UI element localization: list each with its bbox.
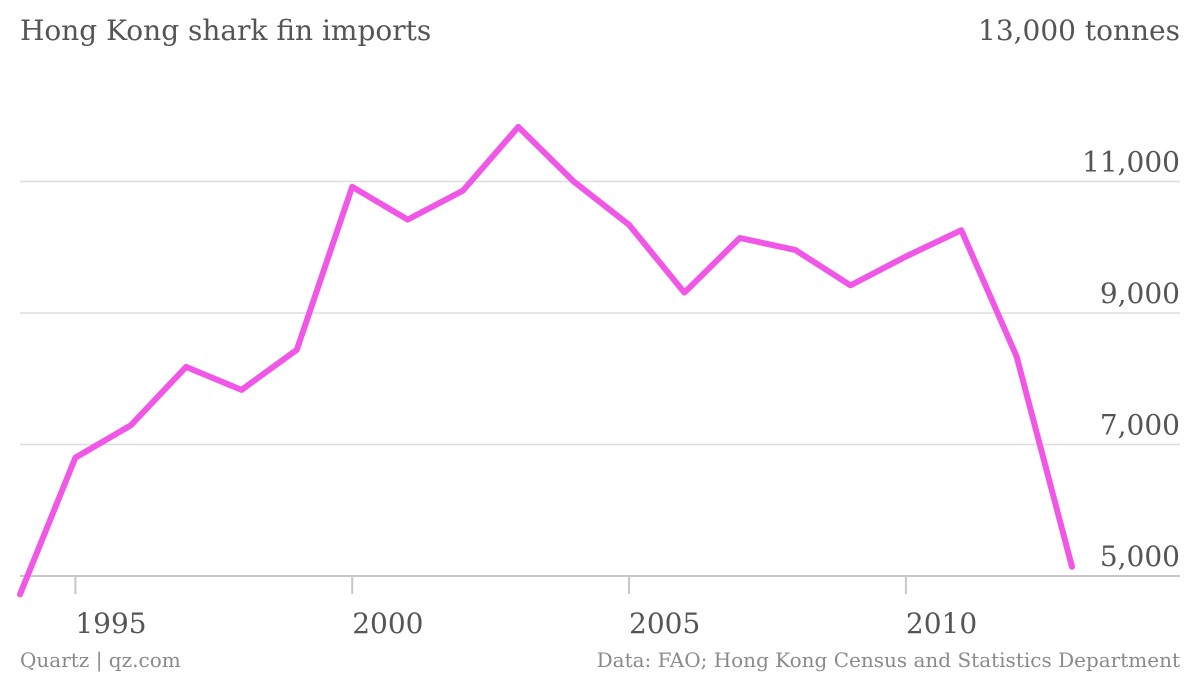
y-tick-label: 9,000 (1100, 277, 1180, 310)
x-tick-label: 2005 (629, 607, 700, 640)
gridlines (20, 180, 1180, 446)
x-tick-label: 2010 (906, 607, 977, 640)
top-axis-label: 13,000 tonnes (978, 14, 1180, 47)
series-line (17, 123, 1075, 598)
y-tick-label: 5,000 (1100, 540, 1180, 573)
chart-title: Hong Kong shark fin imports (20, 14, 431, 47)
y-tick-label: 7,000 (1100, 409, 1180, 442)
x-tick-label: 1995 (75, 607, 146, 640)
y-tick-label: 11,000 (1082, 146, 1180, 179)
source-left: Quartz | qz.com (20, 648, 181, 673)
x-tick-label: 2000 (352, 607, 423, 640)
series-layer (17, 123, 1075, 598)
source-right: Data: FAO; Hong Kong Census and Statisti… (597, 648, 1180, 672)
x-axis: 1995 2000 2005 2010 (20, 575, 1180, 640)
y-axis-labels: 5,000 7,000 9,000 11,000 (1082, 146, 1180, 574)
